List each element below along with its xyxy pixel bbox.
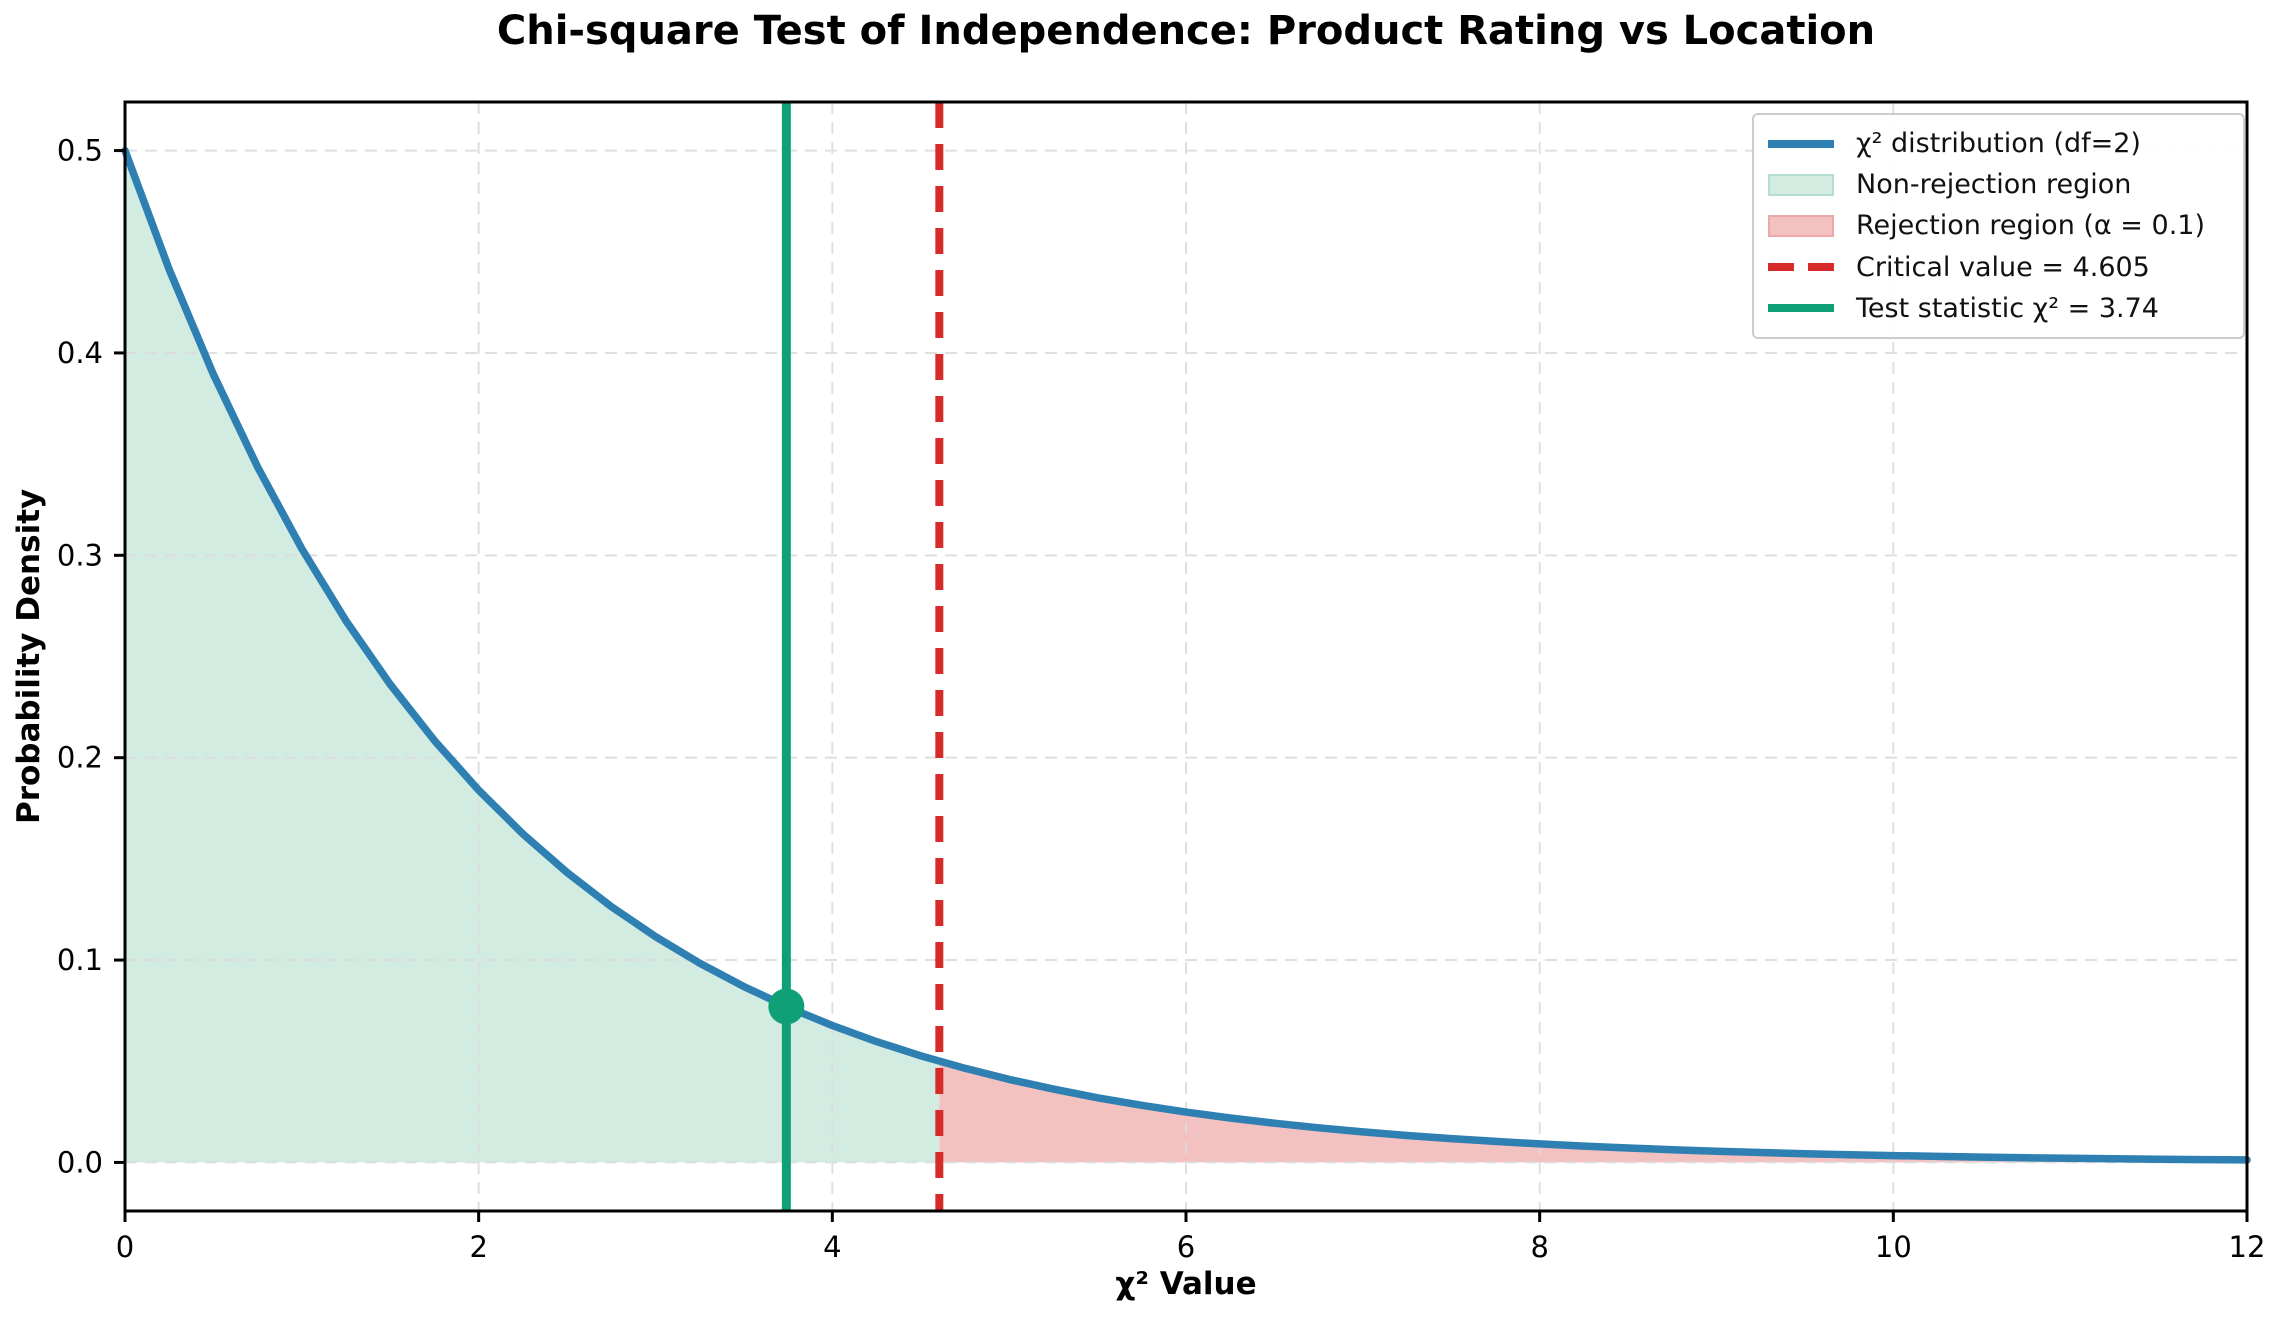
distribution-line-swatch <box>1768 139 1834 148</box>
y-axis-label: Probability Density <box>11 488 47 825</box>
non-rejection-fill <box>125 150 940 1163</box>
critical-value-dashed-swatch <box>1768 263 1834 272</box>
test-statistic-line-swatch <box>1768 304 1834 313</box>
legend-item-non-rejection: Non-rejection region <box>1768 164 2229 205</box>
legend-item-rejection: Rejection region (α = 0.1) <box>1768 205 2229 246</box>
non-rejection-patch-swatch <box>1768 173 1834 196</box>
legend-label-rejection: Rejection region (α = 0.1) <box>1856 210 2205 242</box>
chart-title: Chi-square Test of Independence: Product… <box>496 8 1876 54</box>
test-statistic-marker <box>768 988 805 1025</box>
legend-label-critical-value: Critical value = 4.605 <box>1856 251 2150 283</box>
tick-label: 0.1 <box>57 943 103 977</box>
tick-label: 6 <box>1177 1230 1195 1264</box>
rejection-fill <box>939 1061 2247 1163</box>
axis-ticks: 0 2 4 6 8 10 12 0.0 0.1 0.2 0.3 0.4 0.5 <box>57 134 2266 1264</box>
legend-item-test-statistic: Test statistic χ² = 3.74 <box>1768 288 2229 329</box>
tick-label: 8 <box>1530 1230 1548 1264</box>
tick-label: 0.5 <box>57 134 103 168</box>
tick-label: 0.3 <box>57 538 103 572</box>
tick-label: 4 <box>823 1230 841 1264</box>
legend-label-distribution: χ² distribution (df=2) <box>1856 128 2141 160</box>
tick-label: 0 <box>116 1230 134 1264</box>
tick-label: 10 <box>1875 1230 1912 1264</box>
tick-label: 12 <box>2229 1230 2266 1264</box>
shaded-regions <box>125 150 2247 1163</box>
tick-label: 0.4 <box>57 336 103 370</box>
rejection-patch-swatch <box>1768 214 1834 237</box>
legend-label-test-statistic: Test statistic χ² = 3.74 <box>1856 292 2159 324</box>
legend: χ² distribution (df=2) Non-rejection reg… <box>1752 113 2245 339</box>
tick-label: 0.0 <box>57 1145 103 1179</box>
tick-label: 0.2 <box>57 741 103 775</box>
legend-item-distribution: χ² distribution (df=2) <box>1768 123 2229 164</box>
x-axis-label: χ² Value <box>1115 1266 1257 1302</box>
distribution-curve <box>121 146 2251 1164</box>
legend-item-critical-value: Critical value = 4.605 <box>1768 247 2229 288</box>
legend-label-non-rejection: Non-rejection region <box>1856 169 2132 201</box>
tick-label: 2 <box>469 1230 487 1264</box>
